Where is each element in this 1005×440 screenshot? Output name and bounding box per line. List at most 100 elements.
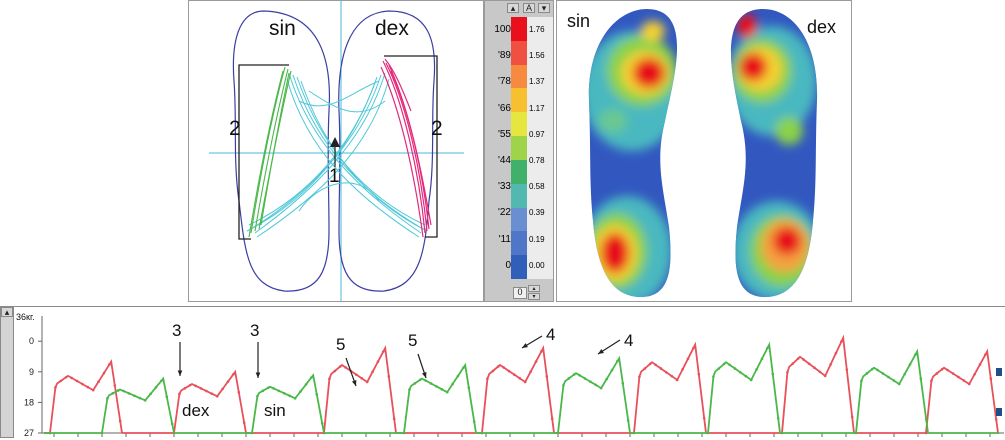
dex-series-line-point: [643, 367, 647, 370]
sin-series-line-point: [170, 422, 174, 426]
sin-series-line-point: [456, 374, 460, 378]
dex-series-line: [44, 334, 999, 434]
scale-footer-up-button[interactable]: ▴: [528, 285, 540, 292]
dex-series-line-point: [365, 380, 369, 384]
scale-scroll-up-button[interactable]: ▴: [507, 3, 519, 13]
dex-series-line-point: [818, 370, 822, 374]
annotation-3-second: 3: [250, 321, 259, 340]
foot-outline-right: [338, 10, 436, 292]
sin-series-line-point: [610, 368, 614, 372]
dex-series-line-point: [360, 377, 364, 380]
dex-series-line-point: [97, 380, 100, 383]
sin-series-line-point: [616, 359, 619, 363]
dex-series-line-point: [178, 392, 181, 396]
dex-series-line-point: [935, 372, 939, 375]
dex-series-line-point: [786, 371, 789, 374]
trajectory-panel: sin dex 1 2 2: [188, 0, 484, 302]
dex-series-line-point: [796, 357, 800, 360]
sin-series-line-point: [733, 367, 737, 370]
sin-series-line-point: [924, 418, 928, 421]
scale-header-button[interactable]: A: [523, 3, 535, 13]
dex-series-line-point: [978, 363, 982, 366]
dex-series-line-point: [994, 418, 998, 421]
sin-series-line-point: [621, 381, 625, 385]
sin-series-line-point: [413, 382, 417, 385]
scale-left-value: '66: [497, 102, 511, 114]
sin-series-line-point: [250, 431, 254, 435]
scale-left-value: '22: [497, 207, 511, 219]
sin-series-line-point: [100, 431, 104, 435]
dex-series-line-point: [59, 379, 63, 383]
dex-series-line-point: [108, 363, 111, 366]
sin-series-line-point: [299, 390, 302, 393]
trajectory-label-sin: sin: [269, 17, 296, 40]
dex-series-line-point: [951, 372, 955, 375]
color-scale-panel: ▴ A ▾ 100'89'78'66'55'44'33'22'11 0 1.76 1…: [484, 0, 554, 302]
dex-series-line-point: [681, 368, 684, 371]
sin-series-line-point: [760, 357, 764, 361]
marker-2-right-label: 2: [431, 117, 443, 140]
scale-right-value: 1.17: [529, 103, 545, 113]
dex-series-line-point: [392, 417, 396, 421]
dex-series-line-point: [75, 379, 79, 383]
annotation-dex: dex: [182, 401, 210, 420]
dex-series-line-point: [338, 365, 342, 368]
dex-series-line-point: [507, 369, 511, 373]
sin-series-line-point: [870, 367, 874, 371]
sin-series-line-point: [304, 383, 308, 386]
dex-series-line-point: [210, 392, 214, 395]
dex-series-line-point: [550, 417, 554, 421]
sin-series-line-point: [429, 382, 433, 385]
dex-series-line-point: [70, 376, 73, 380]
sin-series-line-point: [160, 379, 163, 383]
sin-series-line-point: [712, 375, 715, 378]
scale-footer-down-button[interactable]: ▾: [528, 293, 540, 300]
dex-series-line-point: [232, 372, 235, 376]
sin-series-line-point: [876, 368, 879, 372]
dex-series-line-point: [523, 380, 527, 384]
sin-series-line-point: [578, 373, 581, 377]
dex-series-line-point: [829, 363, 832, 366]
dex-series-line-point: [540, 350, 543, 353]
scale-color-swatch: [511, 159, 527, 185]
sin-series-line-point: [261, 389, 265, 393]
dex-series-line-point: [791, 362, 795, 365]
scale-header-arrow-button[interactable]: ▾: [538, 3, 550, 13]
scale-left-value: 100: [494, 24, 511, 35]
dex-series-line-point: [91, 388, 95, 392]
sin-series-line-point: [908, 363, 912, 366]
dex-series-line-point: [670, 374, 674, 378]
annotation-5-second: 5: [408, 331, 417, 350]
sin-series-line-point: [138, 396, 142, 400]
pressure-map: [588, 9, 818, 297]
dex-series-line-point: [215, 394, 219, 398]
annotation-4-second: 4: [624, 331, 633, 350]
dex-series-line-point: [86, 385, 90, 389]
dex-series-line-point: [697, 372, 701, 376]
scale-left-value: 0: [505, 259, 511, 271]
scale-left-column: 100 '89 '78 '66 '55 '44 '33 '22 '11 0: [487, 17, 511, 279]
graph-scrollbar[interactable]: [0, 306, 14, 438]
sin-series-line-point: [755, 368, 758, 371]
sin-series-line-point: [127, 392, 131, 395]
scale-color-swatch: [511, 183, 527, 209]
dex-series-line-point: [648, 362, 652, 366]
sin-series-line-point: [451, 382, 454, 386]
sin-series-line-point: [445, 390, 449, 394]
sin-series-line-point: [293, 397, 297, 400]
dex-series-line-point: [81, 382, 84, 386]
dex-series-line-point: [654, 363, 657, 367]
sin-series-line-point: [717, 367, 721, 370]
dex-series-line-point: [237, 390, 241, 394]
dex-series-line-point: [328, 377, 331, 381]
sin-series-line-point: [256, 394, 259, 398]
dex-series-line-point: [802, 358, 805, 361]
scale-left-value: '78: [497, 76, 511, 88]
pressure-foot-right: [730, 9, 818, 297]
sin-series-line-point: [744, 374, 748, 378]
graph-scroll-up-button[interactable]: ▴: [1, 307, 13, 317]
sin-series-line-point: [583, 377, 587, 380]
dex-series-line-point: [924, 431, 928, 435]
dex-series-line-point: [355, 373, 358, 377]
scale-footer-value[interactable]: 0: [513, 287, 527, 299]
